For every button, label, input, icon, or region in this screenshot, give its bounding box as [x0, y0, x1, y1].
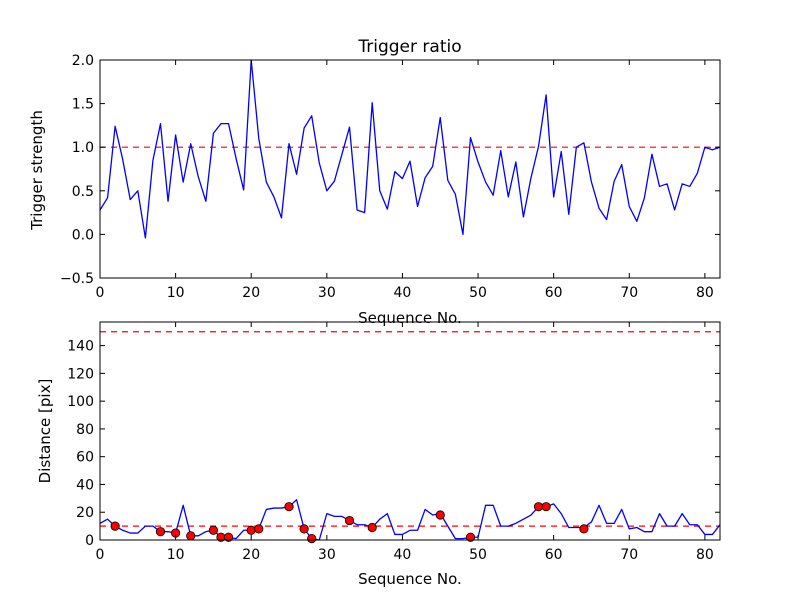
- data-point-bottom: [186, 531, 196, 541]
- x-tick-label-bottom: 60: [545, 547, 563, 563]
- data-point-bottom: [465, 532, 476, 542]
- trigger-ratio-plot: Trigger ratio Sequence No. Trigger stren…: [28, 37, 721, 327]
- x-tick-label-bottom: 30: [318, 547, 336, 563]
- x-tick-label-top: 20: [242, 285, 260, 301]
- y-tick-label-bottom: 40: [76, 477, 94, 493]
- data-point-bottom: [307, 534, 317, 544]
- y-tick-label-top: 0.0: [72, 227, 94, 243]
- data-point-bottom: [208, 525, 219, 535]
- x-tick-label-bottom: 0: [96, 547, 105, 563]
- x-tick-label-bottom: 20: [242, 547, 260, 563]
- x-tick-label-top: 70: [620, 285, 638, 301]
- data-point-bottom: [533, 502, 544, 512]
- y-tick-label-bottom: 100: [67, 394, 94, 410]
- x-tick-label-bottom: 50: [469, 547, 487, 563]
- data-point-bottom: [579, 524, 589, 534]
- data-point-bottom: [344, 515, 355, 526]
- x-tick-label-top: 50: [469, 285, 487, 301]
- y-tick-label-bottom: 20: [76, 505, 94, 521]
- x-tick-label-top: 30: [318, 285, 336, 301]
- y-tick-label-bottom: 120: [67, 366, 94, 382]
- chart-title: Trigger ratio: [357, 37, 461, 57]
- series-line-bottom: [99, 499, 721, 541]
- x-tick-label-bottom: 80: [696, 547, 714, 563]
- data-point-bottom: [246, 525, 256, 535]
- x-tick-label-top: 40: [394, 285, 412, 301]
- y-tick-label-top: 1.0: [72, 140, 94, 156]
- data-point-bottom: [254, 524, 264, 534]
- x-axis-label-bottom: Sequence No.: [358, 570, 462, 588]
- y-axis-label-top: Trigger strength: [28, 110, 46, 231]
- x-tick-label-top: 0: [96, 285, 105, 301]
- y-tick-label-top: 1.5: [72, 97, 94, 113]
- x-tick-label-top: 60: [545, 285, 563, 301]
- y-tick-label-top: 0.5: [72, 184, 94, 200]
- distance-plot: Sequence No. Distance [pix] 0 10 20 30 40 50 6…: [36, 321, 721, 588]
- x-tick-label-bottom: 10: [167, 547, 185, 563]
- series-line-top: [99, 59, 721, 239]
- x-tick-label-top: 10: [167, 285, 185, 301]
- data-point-bottom: [284, 502, 294, 512]
- x-tick-label-bottom: 40: [394, 547, 412, 563]
- plot-frame-top: [99, 59, 721, 279]
- data-point-bottom: [110, 521, 120, 531]
- y-tick-label-bottom: 140: [67, 339, 94, 355]
- plot-frame-bottom: [99, 321, 721, 541]
- y-tick-label-bottom: 60: [76, 450, 94, 466]
- y-axis-label-bottom: Distance [pix]: [36, 379, 54, 484]
- data-point-bottom: [299, 524, 309, 534]
- x-axis-label-top: Sequence No.: [358, 309, 462, 327]
- y-tick-label-bottom: 0: [85, 533, 94, 549]
- data-point-bottom: [223, 532, 234, 542]
- x-tick-label-top: 80: [696, 285, 714, 301]
- y-tick-label-top: −0.5: [60, 271, 94, 287]
- y-tick-label-bottom: 80: [76, 422, 94, 438]
- data-point-bottom: [541, 502, 551, 512]
- y-tick-label-top: 2.0: [72, 53, 94, 69]
- data-point-bottom: [155, 527, 166, 537]
- data-point-bottom: [367, 522, 377, 533]
- data-point-bottom: [435, 510, 445, 520]
- x-tick-label-bottom: 70: [620, 547, 638, 563]
